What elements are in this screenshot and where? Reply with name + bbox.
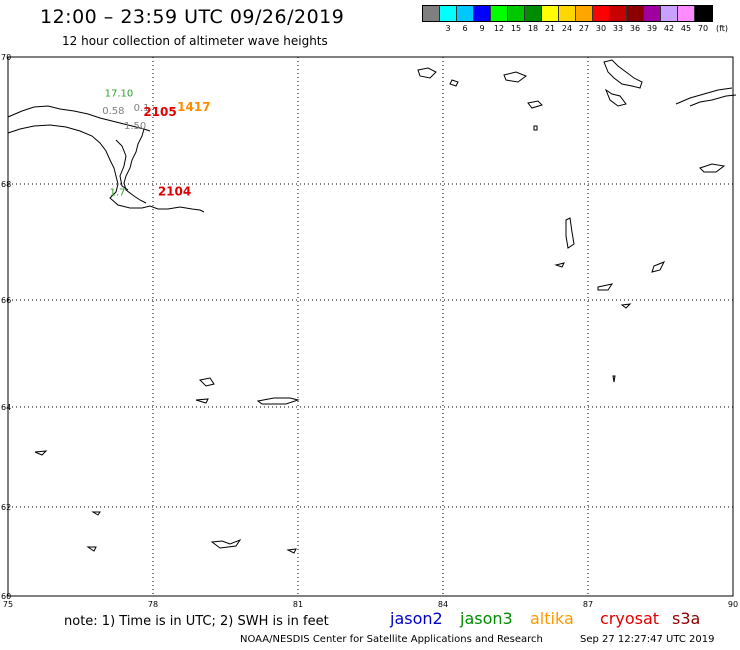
color-scale-legend: (ft) 3 6 9 12 15 18 21 24 27 30 33 36 39 42 45 70: [422, 5, 728, 34]
swh-observation-label: 1.50: [124, 121, 146, 132]
lake-5: [620, 303, 632, 309]
color-scale-label: 21: [544, 24, 556, 33]
lake-11: [91, 511, 101, 516]
longitude-tick-label: 75: [3, 600, 13, 609]
credit-text: NOAA/NESDIS Center for Satellite Applica…: [240, 634, 543, 645]
island-3: [503, 71, 528, 83]
footer-note: note: 1) Time is in UTC; 2) SWH is in fe…: [64, 614, 329, 629]
lake-10: [34, 450, 48, 456]
color-scale-swatch: [661, 6, 678, 21]
color-scale-label: 12: [493, 24, 505, 33]
color-scale-swatch: [457, 6, 474, 21]
severnaya-zemlya: [603, 59, 643, 107]
color-scale-label: 70: [697, 24, 709, 33]
color-scale-unit: (ft): [716, 24, 729, 33]
color-scale-label: 24: [561, 24, 573, 33]
color-scale-swatch: [576, 6, 593, 21]
swh-observation-label: 2105: [143, 105, 176, 119]
color-scale-swatch: [678, 6, 695, 21]
coastline: [7, 59, 737, 554]
lat-lon-grid: 75 78 81 84 87 90 70 68 66 64 62 60: [1, 53, 738, 609]
longitude-tick-label: 84: [438, 600, 448, 609]
color-scale-swatch: [559, 6, 576, 21]
taymyr-coast: [675, 87, 737, 173]
swh-observation-label: 0.58: [102, 106, 124, 117]
color-scale-label: 36: [629, 24, 641, 33]
map-subtitle: 12 hour collection of altimeter wave hei…: [62, 34, 328, 48]
longitude-tick-label: 81: [293, 600, 303, 609]
island-5: [533, 125, 538, 131]
lake-12: [86, 546, 97, 552]
swh-observation-label: 1.7: [110, 188, 126, 199]
island-1: [417, 67, 437, 79]
legend-item-altika: altika: [530, 609, 574, 628]
longitude-tick-label: 90: [728, 600, 738, 609]
map-frame: [7, 56, 734, 597]
color-scale-swatch: [474, 6, 491, 21]
color-scale-swatch: [644, 6, 661, 21]
color-scale-swatch: [508, 6, 525, 21]
latitude-tick-label: 62: [1, 503, 11, 512]
lake-13: [210, 538, 242, 549]
color-scale-label: 3: [445, 24, 451, 33]
color-scale-label: 15: [510, 24, 522, 33]
color-scale-swatches: [422, 5, 713, 22]
lake-3: [651, 261, 666, 273]
color-scale-label: 39: [646, 24, 658, 33]
lake-6: [612, 375, 616, 383]
lake-1: [565, 217, 575, 249]
latitude-tick-label: 68: [1, 180, 11, 189]
color-scale-swatch: [525, 6, 542, 21]
latitude-tick-label: 66: [1, 296, 11, 305]
latitude-tick-label: 60: [1, 592, 11, 601]
color-scale-label: 27: [578, 24, 590, 33]
island-2: [449, 79, 459, 87]
lake-7: [198, 377, 215, 387]
longitude-tick-label: 78: [148, 600, 158, 609]
swh-observation-label: 0.1: [134, 103, 150, 114]
color-scale-swatch: [627, 6, 644, 21]
color-scale-swatch: [542, 6, 559, 21]
map-title: 12:00 – 23:59 UTC 09/26/2019: [40, 6, 345, 28]
latitude-tick-label: 70: [1, 53, 11, 62]
altimeter-observations: 17.10 0.58 0.1 1.50 2105 1417 1.7 2104: [102, 88, 210, 198]
color-scale-swatch: [695, 6, 712, 21]
swh-observation-label: 17.10: [105, 88, 134, 99]
lake-9: [256, 397, 300, 405]
color-scale-swatch: [610, 6, 627, 21]
swh-observation-label: 2104: [158, 185, 191, 199]
swh-observation-label: 1417: [177, 100, 210, 114]
color-scale-swatch: [423, 6, 440, 21]
lake-2: [554, 262, 565, 268]
timestamp-text: Sep 27 12:27:47 UTC 2019: [580, 634, 715, 645]
latitude-tick-label: 64: [1, 403, 11, 412]
color-scale-swatch: [491, 6, 508, 21]
color-scale-label: 42: [663, 24, 675, 33]
color-scale-label: 6: [462, 24, 468, 33]
color-scale-label: 30: [595, 24, 607, 33]
color-scale-labels: (ft) 3 6 9 12 15 18 21 24 27 30 33 36 39 42 45 70: [422, 22, 728, 34]
color-scale-label: 45: [680, 24, 692, 33]
lake-8: [195, 398, 209, 404]
longitude-tick-label: 87: [583, 600, 593, 609]
color-scale-label: 9: [479, 24, 485, 33]
lake-14: [286, 548, 297, 554]
legend-item-s3a: s3a: [672, 609, 701, 628]
color-scale-swatch: [440, 6, 457, 21]
color-scale-label: 33: [612, 24, 624, 33]
color-scale-label: 18: [527, 24, 539, 33]
coastline-gulf: [115, 139, 129, 191]
lake-4: [597, 283, 614, 291]
coastline-yamal: [7, 105, 205, 213]
island-4: [527, 100, 543, 109]
color-scale-swatch: [593, 6, 610, 21]
legend-item-cryosat: cryosat: [600, 609, 660, 628]
legend-item-jason2: jason2: [390, 609, 443, 628]
legend-item-jason3: jason3: [460, 609, 513, 628]
